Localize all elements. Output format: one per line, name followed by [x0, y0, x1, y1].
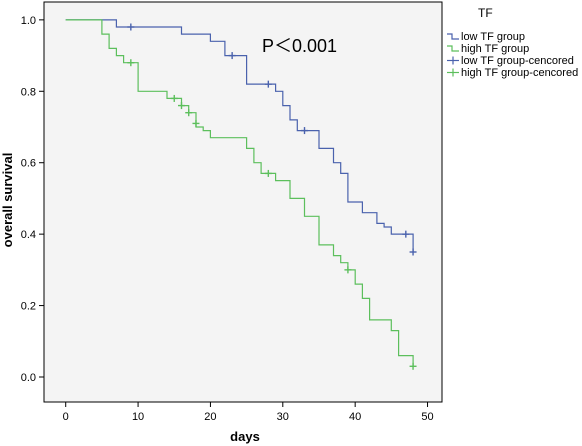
x-tick-label: 20: [204, 411, 216, 423]
y-tick-label: 1.0: [21, 15, 36, 27]
y-tick-label: 0.2: [21, 301, 36, 313]
series-line-1: [65, 19, 414, 252]
censor-mark: [177, 102, 185, 110]
legend-entry-3: low TF group-cencored: [447, 55, 574, 67]
censor-mark: [264, 80, 272, 88]
x-tick-label: 40: [349, 411, 361, 423]
y-tick-label: 0.4: [21, 229, 36, 241]
censor-mark: [402, 230, 410, 238]
legend-label: high TF group: [461, 43, 529, 55]
y-axis-title: overall survival: [0, 153, 15, 248]
x-tick-label: 0: [63, 411, 69, 423]
legend-title: TF: [478, 6, 493, 20]
censor-mark: [409, 248, 417, 256]
y-tick-label: 0.0: [21, 372, 36, 384]
x-axis: 0 10 20 30 40 50: [63, 402, 434, 423]
censor-mark: [192, 119, 200, 127]
y-tick-label: 0.8: [21, 86, 36, 98]
censor-mark: [127, 23, 135, 31]
plot-area: [43, 1, 443, 403]
legend-label: high TF group-cencored: [461, 67, 578, 79]
legend-entry-2: high TF group: [447, 43, 529, 55]
censor-marks: [127, 23, 417, 370]
p-value-annotation: P＜0.001: [262, 36, 337, 56]
x-tick-label: 30: [277, 411, 289, 423]
censor-mark: [127, 59, 135, 67]
legend-entry-4: high TF group-cencored: [447, 67, 578, 79]
legend-swatch: [447, 45, 459, 52]
legend-label: low TF group-cencored: [461, 55, 574, 67]
y-tick-label: 0.6: [21, 158, 36, 170]
legend-swatch: [447, 33, 459, 40]
x-axis-title: days: [230, 429, 260, 444]
censor-mark: [301, 127, 309, 135]
legend-entry-1: low TF group: [447, 31, 525, 43]
x-tick-label: 50: [421, 411, 433, 423]
censor-mark: [344, 266, 352, 274]
legend-label: low TF group: [461, 31, 525, 43]
x-tick-label: 10: [132, 411, 144, 423]
censor-mark: [170, 94, 178, 102]
y-axis: 0.0 0.2 0.4 0.6 0.8 1.0: [21, 15, 44, 384]
survival-curves: [65, 19, 414, 367]
censor-mark: [409, 362, 417, 370]
censor-mark: [264, 169, 272, 177]
censor-mark: [228, 52, 236, 60]
censor-mark: [185, 109, 193, 117]
series-line-2: [65, 19, 414, 367]
